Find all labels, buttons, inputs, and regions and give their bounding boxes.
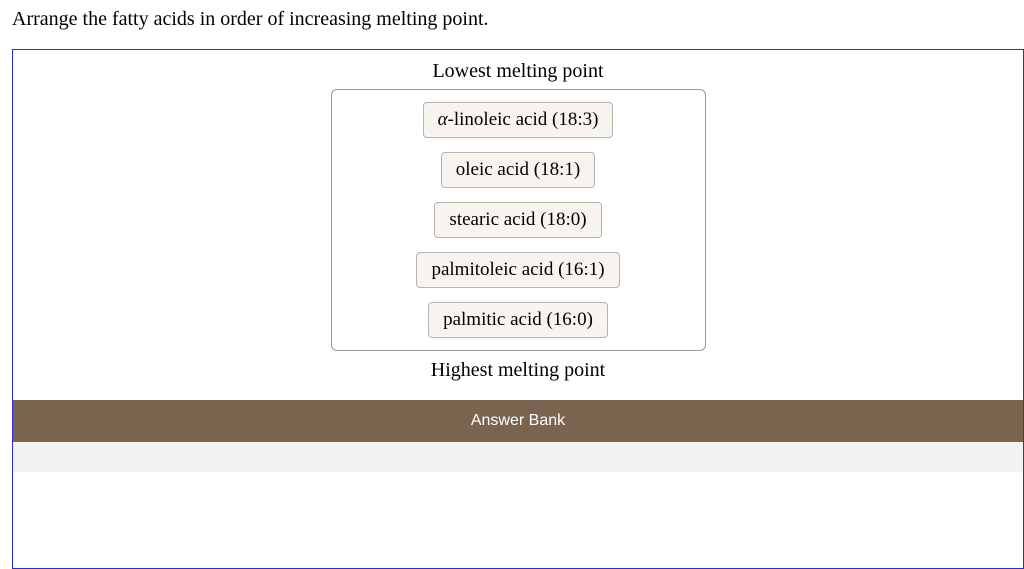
answer-bank-header[interactable]: Answer Bank bbox=[13, 400, 1023, 442]
tile-item[interactable]: α-linoleic acid (18:3) bbox=[423, 102, 614, 138]
label-lowest: Lowest melting point bbox=[13, 50, 1023, 89]
question-prompt: Arrange the fatty acids in order of incr… bbox=[0, 0, 1024, 49]
answer-bank-body[interactable] bbox=[13, 442, 1023, 472]
ranking-panel: Lowest melting point α-linoleic acid (18… bbox=[12, 49, 1024, 569]
tile-item[interactable]: stearic acid (18:0) bbox=[434, 202, 601, 238]
tile-item[interactable]: oleic acid (18:1) bbox=[441, 152, 596, 188]
tile-item[interactable]: palmitoleic acid (16:1) bbox=[416, 252, 619, 288]
tile-label: α-linoleic acid (18:3) bbox=[438, 109, 599, 130]
ranking-dropzone[interactable]: α-linoleic acid (18:3) oleic acid (18:1)… bbox=[331, 89, 706, 351]
tile-item[interactable]: palmitic acid (16:0) bbox=[428, 302, 608, 338]
label-highest: Highest melting point bbox=[13, 351, 1023, 394]
tile-label: palmitic acid (16:0) bbox=[443, 309, 593, 330]
tile-label: stearic acid (18:0) bbox=[449, 209, 586, 230]
tile-label: palmitoleic acid (16:1) bbox=[431, 259, 604, 280]
tile-label: oleic acid (18:1) bbox=[456, 159, 581, 180]
